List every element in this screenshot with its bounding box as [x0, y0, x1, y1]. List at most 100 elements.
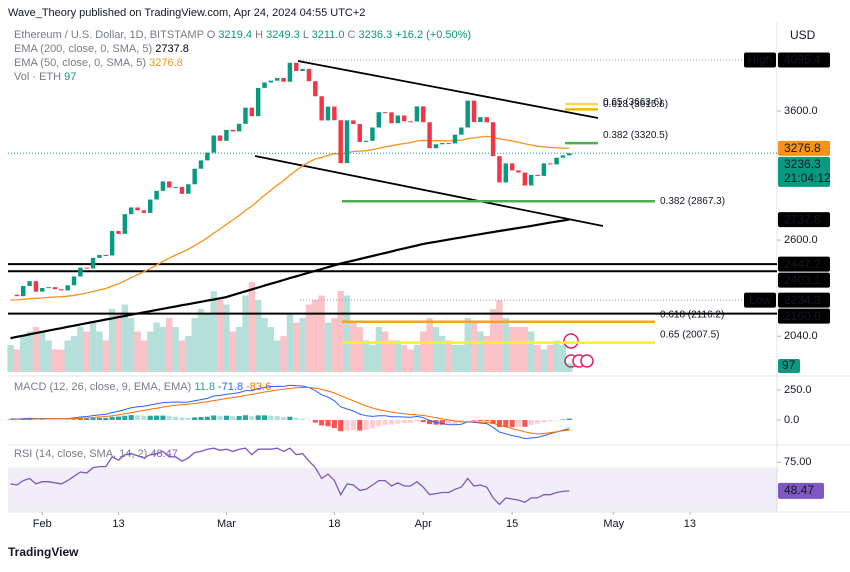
macd-histogram-bar: [294, 418, 299, 420]
macd-histogram-bar: [522, 420, 527, 427]
macd-histogram-bar: [535, 420, 540, 423]
ohlc-value: 3249.3: [266, 29, 300, 41]
macd-histogram-bar: [186, 418, 191, 420]
candle: [15, 295, 19, 296]
macd-histogram-bar: [154, 416, 159, 420]
macd-histogram-bar: [135, 415, 140, 420]
level-label: 4095.4: [784, 53, 821, 67]
candle: [294, 63, 298, 71]
rsi-band: [8, 468, 777, 511]
indicator-value: 2737.8: [155, 43, 189, 55]
fib-label: 0.382 (3320.5): [603, 130, 668, 141]
volume-bar: [312, 300, 318, 372]
volume-bar: [166, 318, 172, 372]
volume-bar: [407, 350, 413, 373]
volume-value: 97: [782, 358, 796, 372]
volume-bar: [382, 332, 388, 373]
volume-bar: [547, 345, 553, 372]
volume-bar: [395, 341, 401, 373]
volume-bar: [414, 345, 420, 372]
volume-bar: [293, 323, 299, 373]
volume-bar: [541, 350, 547, 373]
macd-histogram-bar: [548, 420, 553, 421]
volume-bar: [401, 345, 407, 372]
ohlc-value: 3211.0: [312, 29, 345, 41]
macd-histogram-bar: [192, 417, 197, 420]
candle: [34, 281, 38, 291]
candle: [446, 143, 450, 144]
candle: [434, 144, 438, 148]
macd-histogram-bar: [237, 416, 242, 420]
candle: [370, 128, 374, 141]
volume-bar: [503, 318, 509, 372]
macd-histogram-bar: [287, 417, 292, 420]
volume-bar: [71, 336, 77, 372]
level-tag: High: [748, 53, 773, 67]
candle: [358, 124, 362, 142]
volume-bar: [318, 296, 324, 373]
volume-bar: [426, 318, 432, 372]
macd-tick-label: 250.0: [784, 384, 812, 396]
candle: [497, 156, 501, 182]
currency[interactable]: USD: [790, 28, 816, 42]
volume-bar: [477, 332, 483, 373]
macd-histogram-bar: [268, 416, 273, 420]
candle: [237, 124, 241, 132]
x-tick-label: Mar: [217, 518, 236, 530]
macd-histogram-bar: [414, 420, 419, 422]
macd-histogram-bar: [541, 420, 546, 422]
macd-histogram-bar: [198, 417, 203, 420]
volume-bar: [211, 291, 217, 372]
macd-histogram-bar: [78, 419, 83, 420]
volume-bar: [376, 327, 382, 372]
volume-bar: [115, 314, 121, 373]
candle: [421, 106, 425, 122]
volume-bar: [261, 318, 267, 372]
volume-bar: [242, 296, 248, 373]
ohlc-value: 3236.3: [359, 29, 393, 41]
volume-bar: [217, 300, 223, 372]
level-tag: Low: [749, 293, 771, 307]
volume-bar: [363, 341, 369, 373]
macd-histogram-bar: [148, 416, 153, 420]
candle: [135, 207, 139, 210]
macd-histogram-bar: [110, 417, 115, 420]
candle: [186, 184, 190, 194]
y-tick-label: 2040.0: [784, 330, 818, 342]
macd-histogram-bar: [141, 416, 146, 420]
fib-label: 0.65 (2007.5): [660, 329, 720, 340]
macd-histogram-bar: [351, 420, 356, 430]
volume-bar: [299, 318, 305, 372]
candle: [40, 288, 44, 292]
candle: [364, 141, 368, 142]
volume-bar: [230, 332, 236, 373]
x-tick-label: 13: [112, 518, 124, 530]
macd-histogram-bar: [364, 420, 369, 430]
rsi-value: 48.47: [784, 483, 814, 497]
candle: [415, 106, 419, 121]
volume-bar: [458, 345, 464, 372]
macd-histogram-bar: [345, 420, 350, 431]
candle: [116, 231, 120, 234]
x-tick-label: 15: [506, 518, 518, 530]
volume-bar: [509, 327, 515, 372]
x-tick-label: Feb: [33, 518, 52, 530]
macd-histogram-bar: [300, 419, 305, 420]
volume-bar: [350, 323, 356, 373]
candle: [224, 130, 228, 141]
volume-bar: [14, 350, 20, 373]
candle: [180, 187, 184, 194]
volume-bar: [160, 327, 166, 372]
ohlc-value: +16.2 (+0.50%): [395, 29, 471, 41]
volume-bar: [496, 300, 502, 372]
volume-bar: [490, 309, 496, 372]
volume-bar: [39, 332, 45, 373]
level-label: 2160.0: [784, 309, 821, 323]
candle: [85, 268, 89, 269]
candle: [427, 122, 431, 148]
macd-histogram-bar: [211, 415, 216, 420]
candle: [529, 175, 533, 186]
volume-bar: [566, 363, 572, 372]
level-label: 2234.3: [784, 293, 821, 307]
